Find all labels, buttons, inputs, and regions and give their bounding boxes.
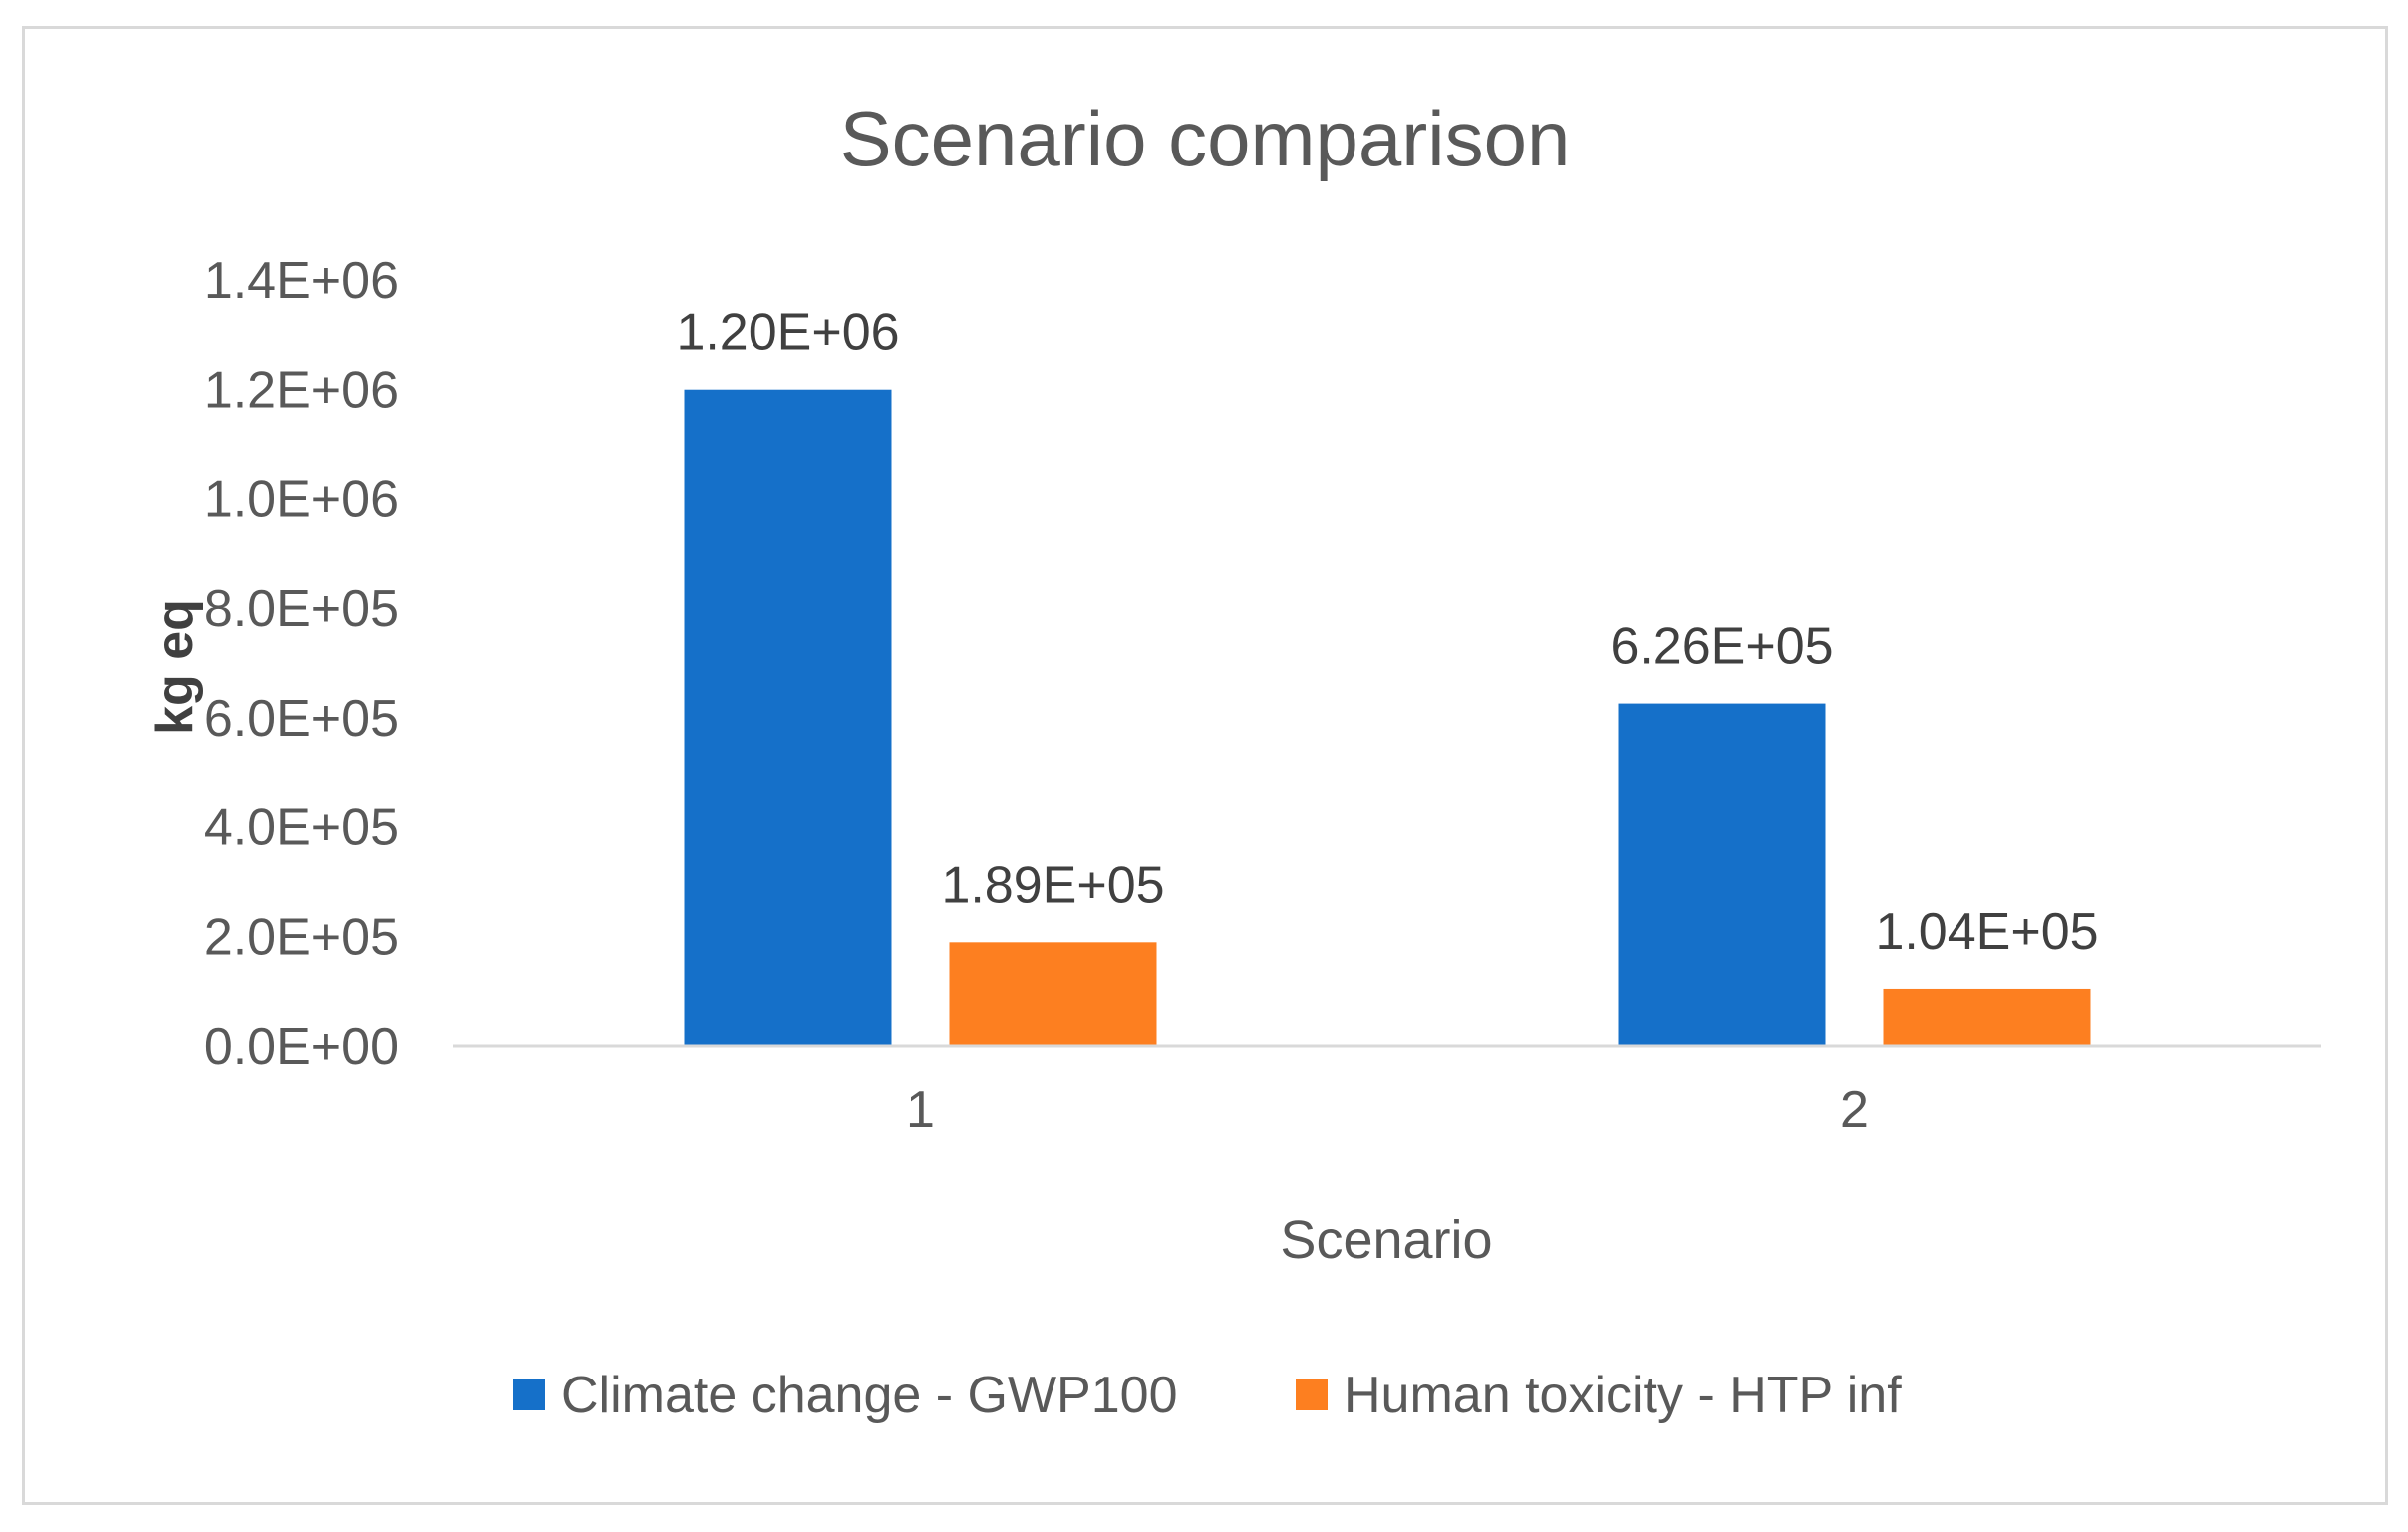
legend: Climate change - GWP100 Human toxicity - … [513, 1367, 1902, 1424]
x-tick-label: 1 [906, 1081, 935, 1139]
bars [684, 389, 2091, 1046]
y-axis-label: kg eq [147, 599, 204, 735]
y-tick-label: 2.0E+05 [204, 908, 399, 966]
y-tick-label: 1.2E+06 [204, 362, 399, 420]
bar-data-label: 1.89E+05 [941, 856, 1164, 914]
x-axis-label: Scenario [1280, 1210, 1492, 1270]
legend-label: Climate change - GWP100 [561, 1367, 1178, 1424]
y-tick-label: 1.4E+06 [204, 252, 399, 310]
bar [1618, 703, 1826, 1046]
y-tick-label: 0.0E+00 [204, 1018, 399, 1075]
legend-label: Human toxicity - HTP inf [1344, 1367, 1902, 1424]
y-tick-label: 1.0E+06 [204, 470, 399, 528]
chart-title: Scenario comparison [840, 95, 1571, 182]
y-tick-label: 6.0E+05 [204, 690, 399, 748]
legend-swatch [513, 1379, 545, 1410]
x-tick-label: 2 [1840, 1081, 1869, 1139]
bar [1883, 988, 2091, 1046]
chart-frame: Scenario comparison kg eq Scenario 0.0E+… [22, 26, 2388, 1505]
bar [684, 389, 892, 1046]
bar-data-label: 1.04E+05 [1875, 903, 2098, 961]
y-tick-label: 4.0E+05 [204, 799, 399, 857]
bar-data-label: 1.20E+06 [676, 304, 899, 362]
y-tick-label: 8.0E+05 [204, 580, 399, 638]
bar-data-label: 6.26E+05 [1610, 618, 1833, 676]
y-axis-ticks: 0.0E+00 2.0E+05 4.0E+05 6.0E+05 8.0E+05 1.0E+… [204, 252, 399, 1075]
bar-data-labels: 1.20E+06 1.89E+05 6.26E+05 1.04E+05 [676, 304, 2098, 961]
legend-swatch [1296, 1379, 1328, 1410]
bar [949, 942, 1157, 1046]
bar-chart: Scenario comparison kg eq Scenario 0.0E+… [147, 95, 2321, 1424]
